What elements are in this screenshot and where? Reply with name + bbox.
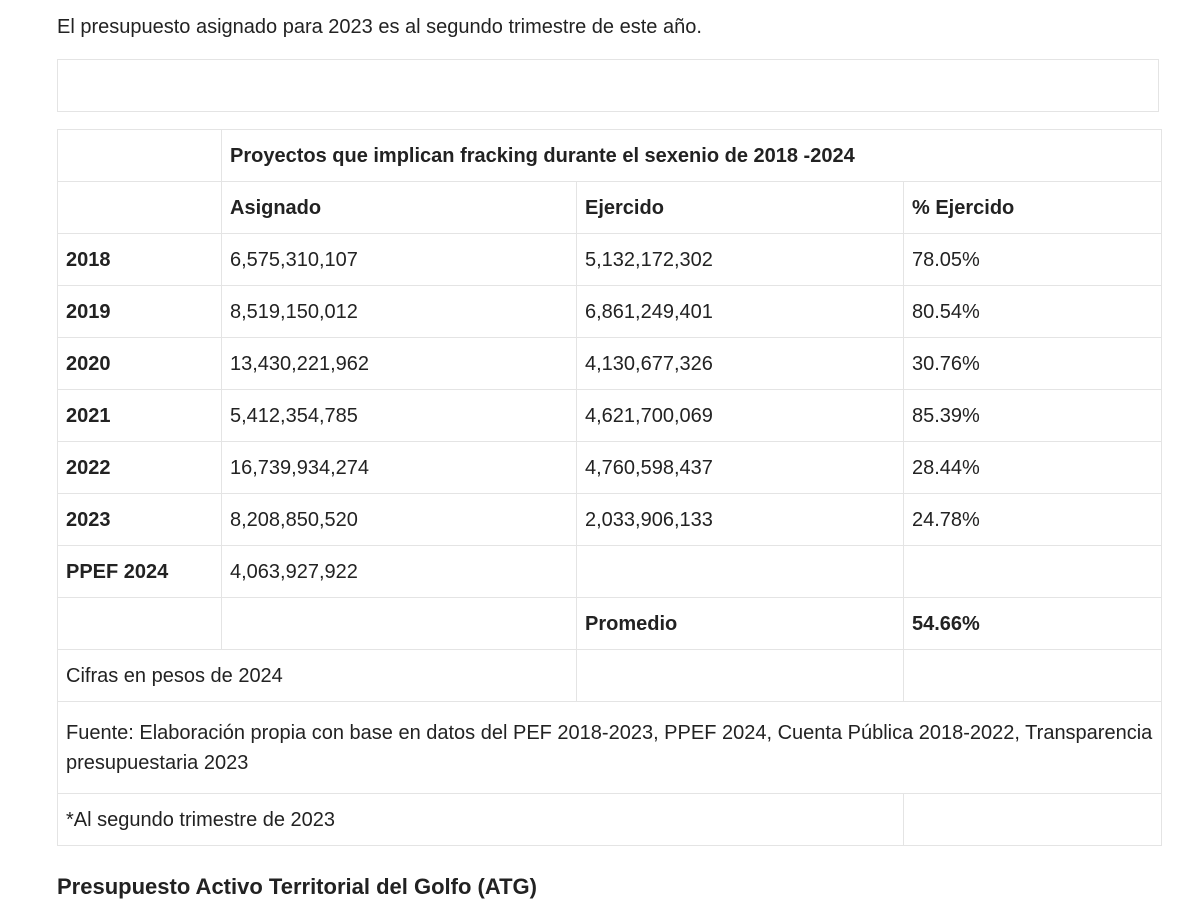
pct-ejercido-cell bbox=[902, 545, 1163, 598]
asignado-cell: 4,063,927,922 bbox=[221, 545, 577, 598]
table-row: 2019 8,519,150,012 6,861,249,401 80.54% bbox=[57, 285, 1163, 338]
footnote-row: *Al segundo trimestre de 2023 bbox=[57, 793, 1163, 846]
table-row: 2023 8,208,850,520 2,033,906,133 24.78% bbox=[57, 493, 1163, 546]
ejercido-cell: 2,033,906,133 bbox=[576, 493, 904, 546]
year-cell: 2018 bbox=[57, 233, 222, 286]
pct-ejercido-cell: 30.76% bbox=[902, 337, 1163, 390]
fracking-budget-table: Proyectos que implican fracking durante … bbox=[56, 129, 1163, 846]
ejercido-cell: 4,130,677,326 bbox=[576, 337, 904, 390]
year-cell: 2021 bbox=[57, 389, 222, 442]
pct-ejercido-cell: 78.05% bbox=[902, 233, 1163, 286]
asignado-cell: 5,412,354,785 bbox=[221, 389, 577, 442]
table-title: Proyectos que implican fracking durante … bbox=[220, 129, 1163, 182]
year-cell: 2019 bbox=[57, 285, 222, 338]
asignado-cell: 8,519,150,012 bbox=[221, 285, 577, 338]
header-pct-ejercido: % Ejercido bbox=[902, 181, 1163, 234]
units-row: Cifras en pesos de 2024 bbox=[57, 649, 1163, 702]
pct-ejercido-cell: 85.39% bbox=[902, 389, 1163, 442]
next-section-heading: Presupuesto Activo Territorial del Golfo… bbox=[57, 874, 537, 899]
header-asignado: Asignado bbox=[221, 181, 577, 234]
ejercido-cell bbox=[576, 545, 904, 598]
table-row: PPEF 2024 4,063,927,922 bbox=[57, 545, 1163, 598]
asignado-cell: 6,575,310,107 bbox=[221, 233, 577, 286]
empty-table bbox=[57, 59, 1159, 112]
source-note: Fuente: Elaboración propia con base en d… bbox=[56, 701, 1163, 794]
pct-ejercido-cell: 24.78% bbox=[902, 493, 1163, 546]
average-value: 54.66% bbox=[902, 597, 1163, 650]
footnote: *Al segundo trimestre de 2023 bbox=[57, 793, 904, 846]
ejercido-cell: 6,861,249,401 bbox=[576, 285, 904, 338]
year-cell: 2020 bbox=[57, 337, 222, 390]
asignado-cell: 13,430,221,962 bbox=[221, 337, 577, 390]
ejercido-cell: 5,132,172,302 bbox=[576, 233, 904, 286]
header-ejercido: Ejercido bbox=[576, 181, 904, 234]
ejercido-cell: 4,760,598,437 bbox=[576, 441, 904, 494]
pct-ejercido-cell: 80.54% bbox=[902, 285, 1163, 338]
average-row: Promedio 54.66% bbox=[57, 597, 1163, 650]
asignado-cell: 8,208,850,520 bbox=[221, 493, 577, 546]
table-header-row: Asignado Ejercido % Ejercido bbox=[57, 181, 1163, 234]
year-cell: 2022 bbox=[57, 441, 222, 494]
table-row: 2020 13,430,221,962 4,130,677,326 30.76% bbox=[57, 337, 1163, 390]
source-row: Fuente: Elaboración propia con base en d… bbox=[56, 701, 1163, 794]
average-label: Promedio bbox=[576, 597, 904, 650]
year-cell: PPEF 2024 bbox=[57, 545, 222, 598]
asignado-cell: 16,739,934,274 bbox=[221, 441, 577, 494]
table-title-row: Proyectos que implican fracking durante … bbox=[57, 129, 1163, 182]
table-row: 2021 5,412,354,785 4,621,700,069 85.39% bbox=[57, 389, 1163, 442]
pct-ejercido-cell: 28.44% bbox=[902, 441, 1163, 494]
units-note: Cifras en pesos de 2024 bbox=[57, 649, 577, 702]
table-row: 2018 6,575,310,107 5,132,172,302 78.05% bbox=[57, 233, 1163, 286]
ejercido-cell: 4,621,700,069 bbox=[576, 389, 904, 442]
table-row: 2022 16,739,934,274 4,760,598,437 28.44% bbox=[57, 441, 1163, 494]
intro-paragraph: El presupuesto asignado para 2023 es al … bbox=[57, 16, 702, 38]
year-cell: 2023 bbox=[57, 493, 222, 546]
